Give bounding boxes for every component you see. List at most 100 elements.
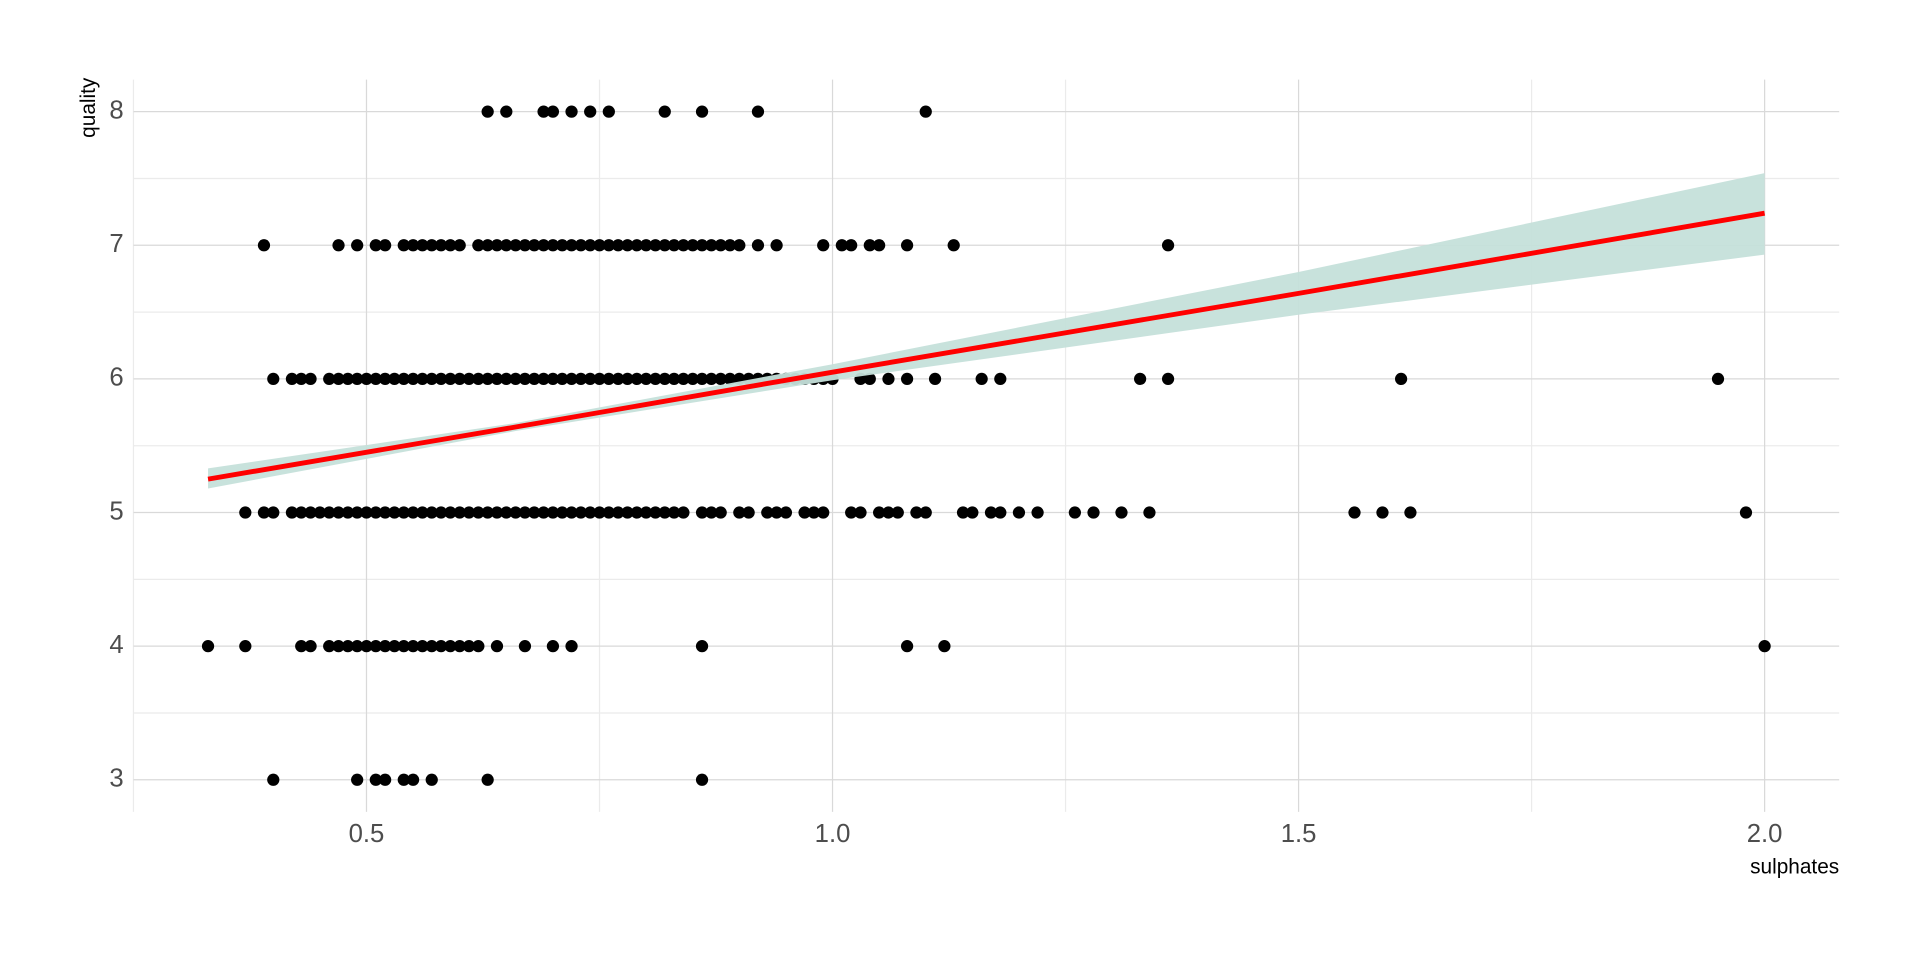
point <box>835 239 848 252</box>
point <box>1068 506 1081 519</box>
point <box>546 640 560 653</box>
point <box>612 239 625 252</box>
point <box>649 372 662 386</box>
point <box>770 506 783 519</box>
point <box>621 372 634 386</box>
point <box>444 640 457 653</box>
point <box>462 640 476 653</box>
point <box>639 372 653 386</box>
point <box>873 239 886 252</box>
point <box>416 239 429 252</box>
point <box>537 372 550 386</box>
point <box>677 506 690 519</box>
point <box>900 239 914 252</box>
point <box>490 372 504 386</box>
point <box>332 506 345 519</box>
point <box>1739 506 1753 519</box>
point <box>639 506 653 519</box>
point <box>910 506 923 519</box>
point <box>379 773 392 786</box>
point <box>425 506 438 519</box>
point <box>416 506 429 519</box>
point <box>733 506 746 519</box>
point <box>341 372 354 386</box>
point <box>900 372 914 386</box>
point <box>379 506 392 519</box>
point <box>351 773 364 786</box>
point <box>546 372 560 386</box>
point <box>667 506 681 519</box>
point <box>472 372 485 386</box>
point <box>565 372 578 386</box>
point <box>1031 506 1044 519</box>
point <box>397 506 410 519</box>
point <box>500 239 513 252</box>
point <box>332 239 345 252</box>
point <box>584 105 597 118</box>
point <box>1758 640 1771 653</box>
point <box>341 506 354 519</box>
point <box>714 372 727 386</box>
point <box>360 506 373 519</box>
point <box>490 640 504 653</box>
point <box>817 506 830 519</box>
point <box>528 506 541 519</box>
point <box>406 372 420 386</box>
point <box>369 640 382 653</box>
point <box>723 372 737 386</box>
point <box>295 506 308 519</box>
point <box>994 372 1007 386</box>
point <box>267 506 280 519</box>
point <box>602 372 615 386</box>
point <box>416 372 429 386</box>
point <box>360 640 373 653</box>
point <box>695 239 709 252</box>
point <box>1711 372 1725 386</box>
point <box>1376 506 1389 519</box>
point <box>323 506 336 519</box>
point <box>1115 506 1128 519</box>
point <box>537 105 550 118</box>
point <box>845 506 858 519</box>
point <box>714 506 727 519</box>
point <box>201 640 215 653</box>
point <box>397 239 410 252</box>
x-tick-label: 2.0 <box>1747 820 1783 848</box>
point <box>751 105 765 118</box>
point <box>565 640 578 653</box>
point <box>295 372 308 386</box>
point <box>1087 506 1100 519</box>
point <box>509 506 522 519</box>
point <box>882 506 895 519</box>
point <box>462 506 476 519</box>
point <box>546 506 560 519</box>
point <box>1404 506 1417 519</box>
point <box>472 506 485 519</box>
point <box>658 105 671 118</box>
point <box>351 372 364 386</box>
point <box>863 372 876 386</box>
point <box>621 506 634 519</box>
point <box>379 239 392 252</box>
point <box>658 239 671 252</box>
point <box>639 239 653 252</box>
point <box>798 506 811 519</box>
point <box>845 239 858 252</box>
point <box>817 239 830 252</box>
point <box>919 105 932 118</box>
point <box>770 239 783 252</box>
point <box>323 640 336 653</box>
point <box>397 640 410 653</box>
point <box>304 640 317 653</box>
point <box>239 640 252 653</box>
point <box>444 372 457 386</box>
point <box>556 372 569 386</box>
point <box>304 372 317 386</box>
point <box>295 640 308 653</box>
point <box>379 372 392 386</box>
point <box>434 372 448 386</box>
fit-line <box>207 210 1766 482</box>
point <box>1133 372 1147 386</box>
